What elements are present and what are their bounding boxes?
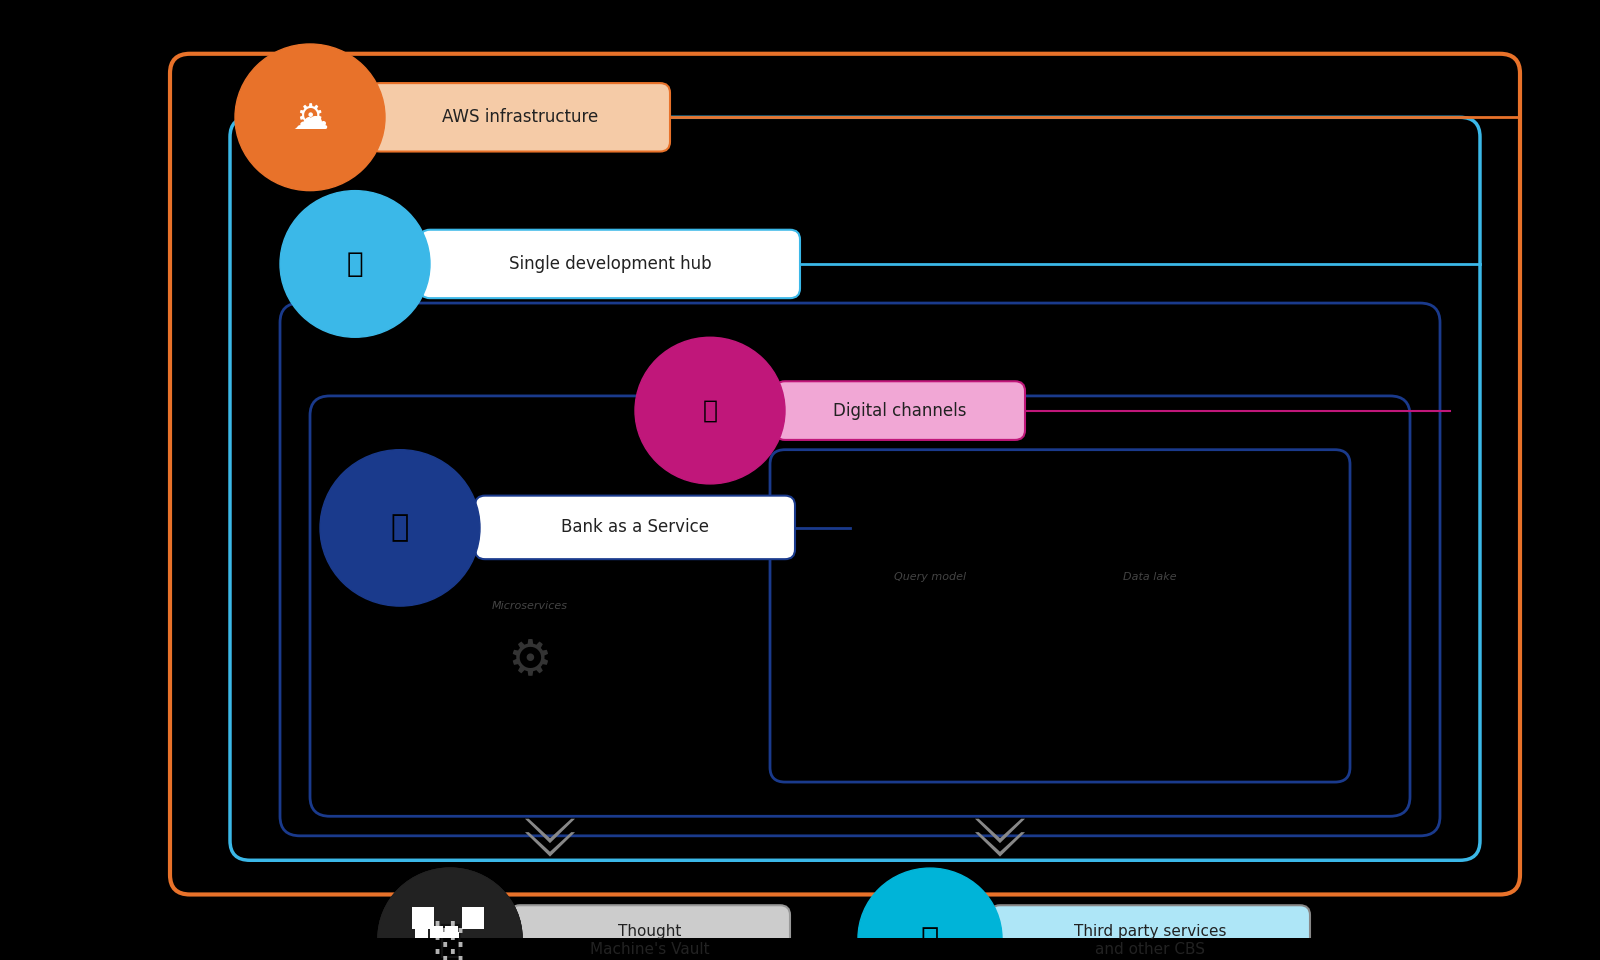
Text: ⚙: ⚙ — [507, 636, 552, 684]
FancyBboxPatch shape — [430, 955, 443, 960]
FancyBboxPatch shape — [990, 905, 1310, 960]
Circle shape — [378, 868, 522, 960]
FancyBboxPatch shape — [445, 955, 458, 960]
Text: 💡: 💡 — [347, 250, 363, 278]
FancyBboxPatch shape — [419, 229, 800, 299]
FancyBboxPatch shape — [445, 926, 458, 939]
FancyBboxPatch shape — [462, 907, 483, 928]
Text: ░: ░ — [435, 921, 466, 960]
FancyBboxPatch shape — [413, 907, 434, 928]
Circle shape — [235, 44, 386, 191]
FancyBboxPatch shape — [774, 381, 1026, 440]
Text: Thought
Machine's Vault: Thought Machine's Vault — [590, 924, 710, 956]
Text: Digital channels: Digital channels — [834, 401, 966, 420]
Polygon shape — [525, 832, 574, 856]
FancyBboxPatch shape — [430, 926, 443, 939]
FancyBboxPatch shape — [414, 926, 427, 939]
Text: 🏛: 🏛 — [390, 514, 410, 542]
FancyBboxPatch shape — [413, 956, 434, 960]
Text: AWS infrastructure: AWS infrastructure — [442, 108, 598, 127]
FancyBboxPatch shape — [430, 941, 443, 953]
Text: Bank as a Service: Bank as a Service — [562, 518, 709, 537]
Text: Query model: Query model — [894, 572, 966, 582]
Polygon shape — [974, 819, 1026, 843]
Circle shape — [320, 449, 480, 606]
FancyBboxPatch shape — [414, 941, 427, 953]
Text: Microservices: Microservices — [493, 601, 568, 612]
Polygon shape — [974, 832, 1026, 856]
FancyBboxPatch shape — [437, 931, 459, 953]
FancyBboxPatch shape — [510, 905, 790, 960]
Text: Single development hub: Single development hub — [509, 255, 712, 273]
Circle shape — [378, 868, 522, 960]
Text: ⚙: ⚙ — [296, 103, 323, 132]
FancyBboxPatch shape — [462, 956, 483, 960]
Text: 👥: 👥 — [922, 926, 939, 955]
Text: 📱: 📱 — [702, 398, 717, 422]
Polygon shape — [525, 819, 574, 843]
Text: 🗄: 🗄 — [1136, 624, 1163, 666]
Circle shape — [635, 337, 786, 484]
FancyBboxPatch shape — [475, 495, 795, 559]
Text: ☁: ☁ — [291, 103, 328, 136]
Circle shape — [280, 191, 430, 337]
Circle shape — [858, 868, 1002, 960]
Text: Third party services
and other CBS: Third party services and other CBS — [1074, 924, 1226, 956]
FancyBboxPatch shape — [445, 941, 458, 953]
Circle shape — [378, 868, 522, 960]
FancyBboxPatch shape — [370, 84, 670, 152]
FancyBboxPatch shape — [414, 955, 427, 960]
Text: Data lake: Data lake — [1123, 572, 1178, 582]
Text: ⬛: ⬛ — [438, 922, 462, 959]
Text: 🗄: 🗄 — [917, 624, 944, 666]
